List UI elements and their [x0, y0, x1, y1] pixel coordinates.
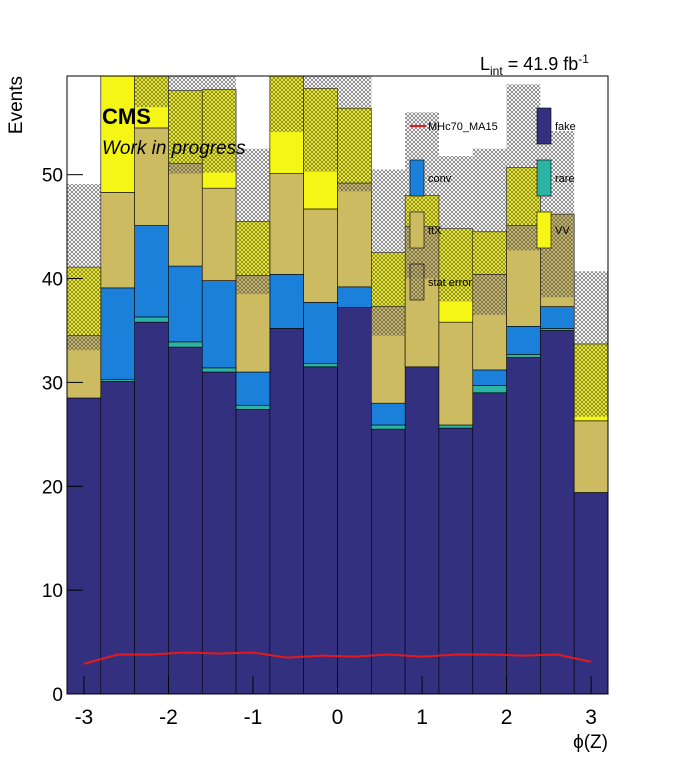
- legend-swatch: [536, 159, 552, 197]
- y-tick-label: 0: [52, 685, 63, 706]
- legend-label: fake: [555, 121, 576, 133]
- stat-error-band: [101, 0, 135, 68]
- bar-segment: [168, 162, 203, 267]
- stat-error-band: [134, 76, 169, 108]
- bar-segment: [506, 326, 541, 355]
- legend-swatch: [536, 211, 552, 249]
- status-label: Work in progress: [102, 138, 246, 159]
- y-tick-label: 30: [42, 373, 63, 394]
- legend-label: MHc70_MA15: [428, 121, 498, 133]
- bar-segment: [100, 378, 135, 382]
- stat-error-band: [168, 76, 203, 174]
- stat-error-band: [337, 76, 372, 192]
- y-tick-label: 10: [42, 581, 63, 602]
- bar-segment: [438, 424, 474, 429]
- x-tick-label: 0: [332, 706, 344, 729]
- bar-segment: [67, 397, 102, 694]
- bar-segment: [235, 409, 271, 694]
- stat-error-band: [269, 76, 304, 133]
- bar-segment: [472, 385, 507, 394]
- bar-segment: [269, 173, 304, 275]
- bar-segment: [235, 404, 271, 410]
- bar-segment: [540, 328, 575, 331]
- bar-segment: [100, 76, 135, 193]
- bar-segment: [303, 208, 338, 303]
- bar-segment: [269, 274, 304, 329]
- legend: MHc70_MA15 fake conv rare ttX VV stat error: [409, 107, 576, 301]
- bar-segment: [134, 225, 169, 318]
- legend-label: rare: [555, 173, 575, 185]
- y-tick-label: 50: [42, 166, 63, 187]
- bar-segment: [168, 346, 203, 694]
- bar-segment: [201, 367, 237, 373]
- bar-segment: [269, 328, 304, 694]
- legend-label: VV: [555, 225, 570, 237]
- legend-label: ttX: [428, 225, 442, 237]
- bar-segment: [134, 316, 169, 323]
- bar-segment: [168, 341, 203, 348]
- stat-error-band: [236, 148, 270, 295]
- cms-label: CMS: [102, 104, 151, 129]
- signal-line: [83, 651, 592, 665]
- bar-segment: [371, 424, 406, 430]
- bar-segment: [100, 381, 135, 694]
- bar-segment: [438, 427, 474, 694]
- legend-label: stat error: [428, 277, 472, 289]
- bar-segment: [100, 287, 135, 380]
- bar-segment: [201, 371, 237, 694]
- x-axis-title: ϕ(Z): [573, 732, 608, 753]
- legend-swatch: [409, 263, 425, 301]
- bar-segment: [100, 192, 135, 289]
- bar-segment: [371, 428, 406, 694]
- bar-segment: [540, 306, 575, 329]
- x-tick-label: 3: [585, 706, 597, 729]
- plot-area: [67, 0, 608, 694]
- stat-error-band: [371, 169, 406, 336]
- y-tick-label: 20: [42, 477, 63, 498]
- bar-segment: [438, 321, 474, 426]
- bar-segment: [337, 307, 372, 694]
- x-tick-label: -1: [244, 706, 263, 729]
- legend-label: conv: [428, 173, 452, 185]
- bar-segment: [404, 366, 440, 694]
- legend-swatch: [536, 107, 552, 145]
- bar-segment: [337, 286, 372, 308]
- bar-segment: [168, 265, 203, 343]
- stat-error-band: [506, 84, 541, 251]
- x-tick-label: -2: [159, 706, 178, 729]
- bar-segment: [201, 187, 237, 281]
- bar-segment: [303, 366, 338, 694]
- bar-segment: [134, 321, 169, 694]
- x-tick-label: 2: [501, 706, 513, 729]
- bar-segment: [573, 492, 608, 694]
- stat-error-band: [67, 184, 101, 351]
- legend-swatch: [409, 159, 425, 197]
- legend-swatch: [409, 211, 425, 249]
- y-tick-label: 40: [42, 270, 63, 291]
- bar-segment: [472, 392, 507, 694]
- stat-error-band: [202, 76, 237, 173]
- y-axis-title: Events: [6, 76, 27, 134]
- bar-segment: [573, 420, 608, 493]
- x-tick-label: 1: [416, 706, 428, 729]
- bar-segment: [506, 354, 541, 358]
- stat-error-band: [438, 155, 473, 302]
- stat-error-band: [472, 148, 507, 315]
- bar-segment: [134, 127, 169, 226]
- bar-segment: [303, 302, 338, 365]
- bar-segment: [506, 357, 541, 694]
- bar-segment: [472, 369, 507, 386]
- bar-segment: [303, 363, 338, 368]
- bar-segment: [201, 280, 237, 369]
- stat-error-band: [574, 271, 608, 417]
- bar-segment: [235, 371, 271, 406]
- bar-segment: [540, 330, 575, 694]
- bar-segment: [371, 402, 406, 426]
- lumi: Lint = 41.9 fb-1: [480, 52, 589, 78]
- x-tick-label: -3: [75, 706, 94, 729]
- stat-error-band: [303, 76, 338, 172]
- bar-segment: [337, 182, 372, 288]
